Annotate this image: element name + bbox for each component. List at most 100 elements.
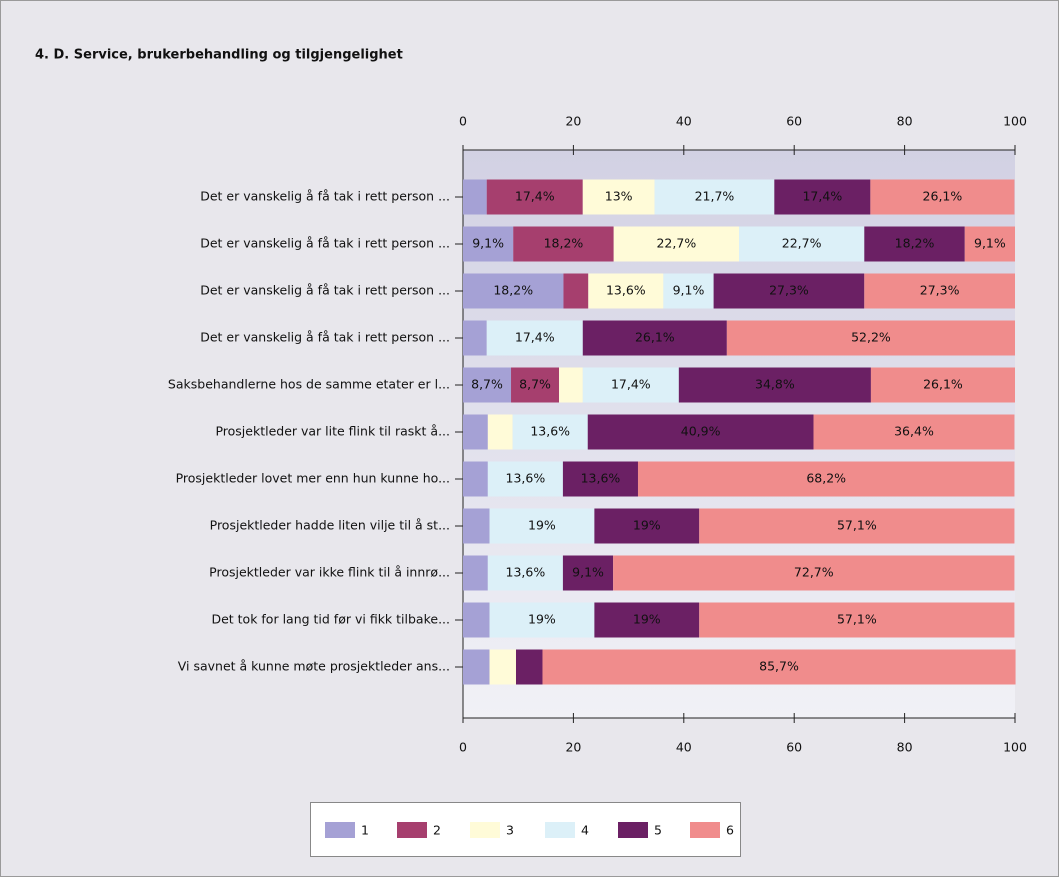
y-tick-label: Det er vanskelig å få tak i rett person … xyxy=(200,189,450,204)
data-label: 21,7% xyxy=(695,189,735,204)
data-label: 9,1% xyxy=(673,283,705,298)
data-label: 13,6% xyxy=(581,471,621,486)
bar-segment xyxy=(594,602,700,638)
bar-segment xyxy=(637,461,1015,497)
data-label: 9,1% xyxy=(572,565,604,580)
bar-segment xyxy=(489,508,595,544)
legend-label: 2 xyxy=(433,823,441,838)
data-label: 36,4% xyxy=(894,424,934,439)
data-label: 19% xyxy=(633,518,661,533)
data-label: 26,1% xyxy=(923,377,963,392)
legend-swatch xyxy=(690,822,720,838)
legend-label: 6 xyxy=(726,823,734,838)
legend-swatch xyxy=(470,822,500,838)
y-tick-label: Det er vanskelig å få tak i rett person … xyxy=(200,236,450,251)
bar-segment xyxy=(654,179,775,215)
bar-segment xyxy=(587,414,814,450)
data-label: 13,6% xyxy=(506,471,546,486)
data-label: 26,1% xyxy=(923,189,963,204)
y-tick-label: Det er vanskelig å få tak i rett person … xyxy=(200,283,450,298)
data-label: 27,3% xyxy=(769,283,809,298)
chart-title: 4. D. Service, brukerbehandling og tilgj… xyxy=(35,48,403,63)
bar-segment xyxy=(613,226,739,262)
bar-segment xyxy=(739,226,865,262)
x-tick-label: 80 xyxy=(897,114,913,129)
data-label: 34,8% xyxy=(755,377,795,392)
data-label: 19% xyxy=(633,612,661,627)
data-label: 17,4% xyxy=(515,189,555,204)
x-tick-label: 80 xyxy=(897,740,913,755)
bar-segment xyxy=(582,179,655,215)
data-label: 27,3% xyxy=(920,283,960,298)
data-label: 68,2% xyxy=(806,471,846,486)
legend-label: 3 xyxy=(506,823,514,838)
legend-swatch xyxy=(545,822,575,838)
data-label: 18,2% xyxy=(493,283,533,298)
bar-segment xyxy=(813,414,1015,450)
y-tick-label: Prosjektleder lovet mer enn hun kunne ho… xyxy=(176,471,450,486)
bar-segment xyxy=(512,414,588,450)
legend-label: 1 xyxy=(361,823,369,838)
bar-segment xyxy=(562,555,614,591)
data-label: 9,1% xyxy=(974,236,1006,251)
data-label: 18,2% xyxy=(544,236,584,251)
bar-segment xyxy=(699,508,1015,544)
bar-segment xyxy=(463,226,514,262)
y-tick-label: Det er vanskelig å få tak i rett person … xyxy=(200,330,450,345)
bar-segment xyxy=(563,273,589,309)
legend-swatch xyxy=(618,822,648,838)
bar-segment xyxy=(964,226,1015,262)
bar-segment xyxy=(463,555,488,591)
bar-segment xyxy=(463,461,488,497)
bar-segment xyxy=(699,602,1015,638)
data-label: 19% xyxy=(528,612,556,627)
x-tick-label: 0 xyxy=(459,114,467,129)
data-label: 85,7% xyxy=(759,659,799,674)
bar-segment xyxy=(486,179,583,215)
x-tick-label: 20 xyxy=(565,740,581,755)
bar-segment xyxy=(463,179,487,215)
data-label: 22,7% xyxy=(782,236,822,251)
legend-swatch xyxy=(397,822,427,838)
bar-segment xyxy=(489,649,516,685)
bar-segment xyxy=(463,273,564,309)
bar-segment xyxy=(588,273,664,309)
bar-segment xyxy=(713,273,865,309)
y-tick-label: Prosjektleder var lite flink til raskt å… xyxy=(215,424,450,439)
x-tick-label: 60 xyxy=(786,740,802,755)
bar-segment xyxy=(463,320,487,356)
bar-segment xyxy=(726,320,1015,356)
legend-label: 5 xyxy=(654,823,662,838)
x-tick-label: 40 xyxy=(676,114,692,129)
bar-segment xyxy=(515,649,543,685)
bar-segment xyxy=(513,226,614,262)
bar-segment xyxy=(486,320,583,356)
legend-label: 4 xyxy=(581,823,589,838)
data-label: 13% xyxy=(605,189,633,204)
bar-segment xyxy=(613,555,1015,591)
bar-segment xyxy=(487,555,563,591)
data-label: 13,6% xyxy=(606,283,646,298)
bar-segment xyxy=(870,367,1015,403)
bar-segment xyxy=(870,179,1015,215)
data-label: 72,7% xyxy=(794,565,834,580)
data-label: 57,1% xyxy=(837,612,877,627)
bar-segment xyxy=(678,367,871,403)
bar-segment xyxy=(463,602,490,638)
y-tick-label: Det tok for lang tid før vi fikk tilbake… xyxy=(211,612,450,627)
y-tick-label: Saksbehandlerne hos de samme etater er l… xyxy=(168,377,450,392)
x-tick-label: 100 xyxy=(1003,114,1027,129)
bar-segment xyxy=(774,179,871,215)
bar-segment xyxy=(463,367,512,403)
legend xyxy=(310,802,741,857)
data-label: 22,7% xyxy=(656,236,696,251)
data-label: 57,1% xyxy=(837,518,877,533)
x-tick-label: 20 xyxy=(565,114,581,129)
x-tick-label: 60 xyxy=(786,114,802,129)
bar-segment xyxy=(562,461,638,497)
bar-segment xyxy=(487,461,563,497)
x-tick-label: 0 xyxy=(459,740,467,755)
bar-segment xyxy=(463,414,488,450)
data-label: 17,4% xyxy=(515,330,555,345)
